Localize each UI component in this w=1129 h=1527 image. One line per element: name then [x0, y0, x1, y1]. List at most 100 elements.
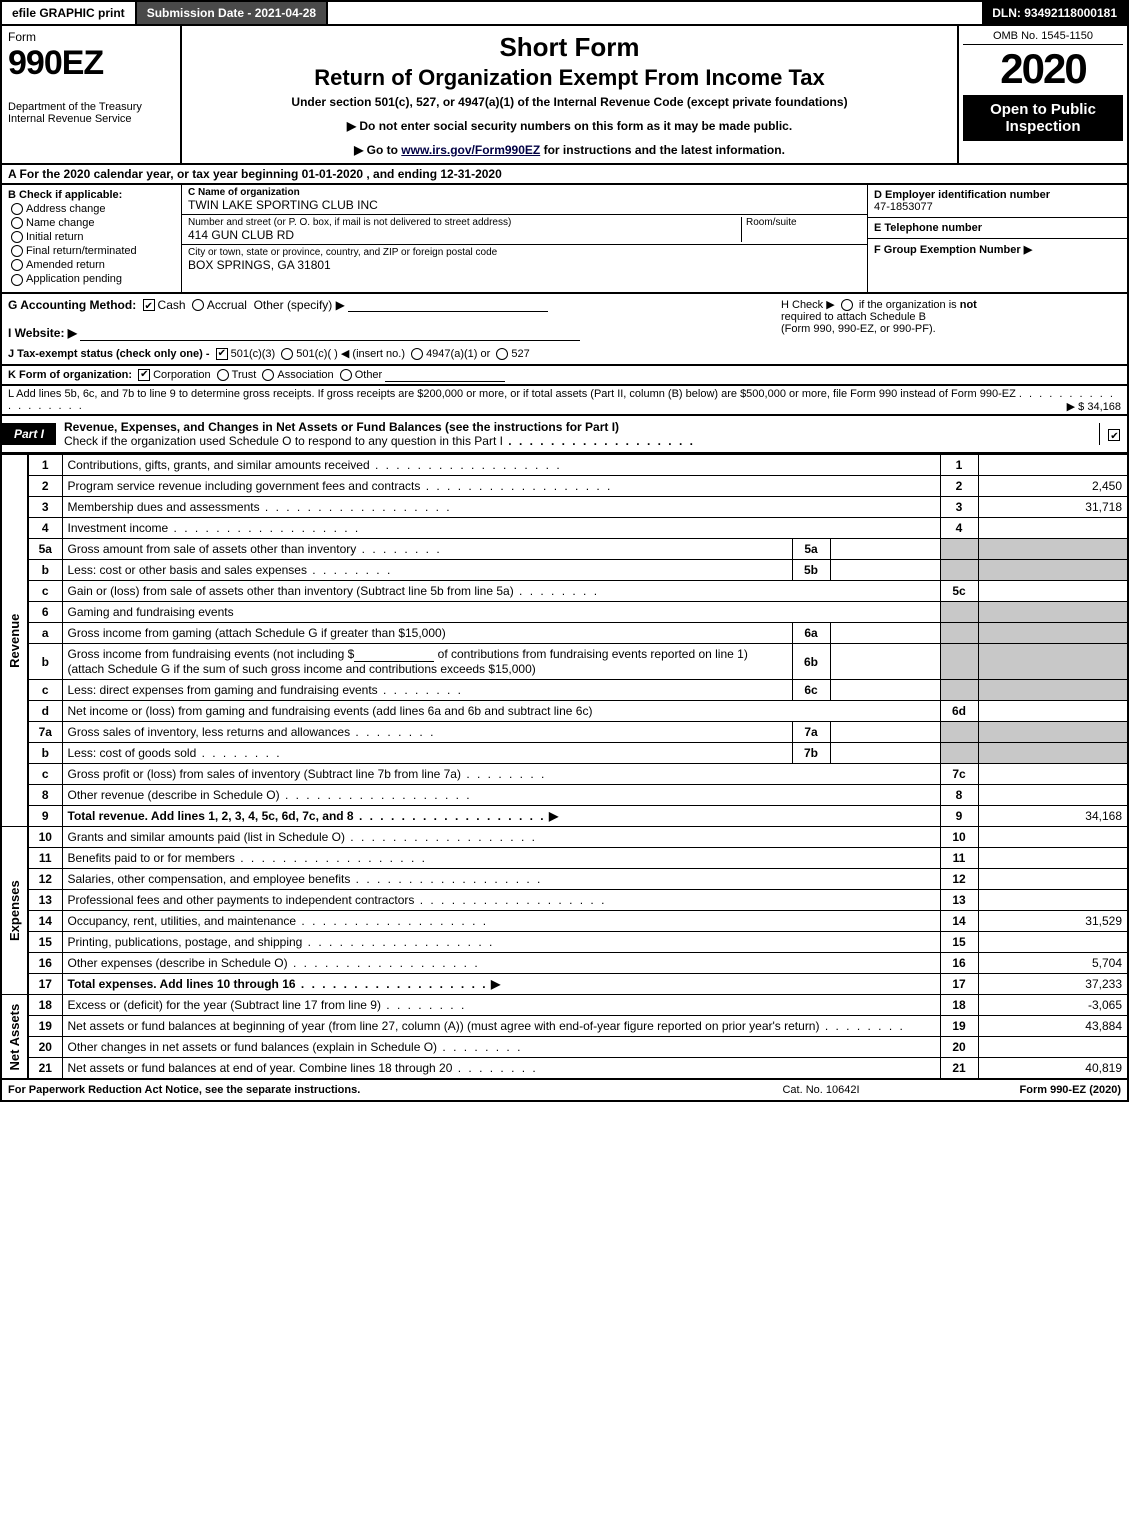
dept-line-1: Department of the Treasury: [8, 101, 174, 113]
h-block: H Check ▶ if the organization is not req…: [781, 298, 1121, 361]
line-4-desc: Investment income: [62, 518, 940, 539]
line-6-greyamt: [978, 602, 1128, 623]
part-1-title: Revenue, Expenses, and Changes in Net As…: [64, 416, 1099, 452]
part-1-tag: Part I: [2, 423, 56, 445]
footer-mid: Cat. No. 10642I: [721, 1084, 921, 1096]
line-11-ln: 11: [940, 848, 978, 869]
omb-number: OMB No. 1545-1150: [963, 30, 1123, 45]
line-15-desc: Printing, publications, postage, and shi…: [62, 932, 940, 953]
d-ein-cell: D Employer identification number 47-1853…: [868, 185, 1127, 218]
c-room-label: Room/suite: [741, 217, 861, 242]
j-501c3-check[interactable]: [216, 348, 228, 360]
line-4-amt: [978, 518, 1128, 539]
line-2-ln: 2: [940, 476, 978, 497]
g-other-input[interactable]: [348, 298, 548, 312]
k-trust-check[interactable]: [217, 369, 229, 381]
line-6b-subval: [830, 644, 940, 680]
line-6d-amt: [978, 701, 1128, 722]
form-subtitle: Under section 501(c), 527, or 4947(a)(1)…: [190, 95, 949, 109]
line-6b-grey: [940, 644, 978, 680]
line-6b-input[interactable]: [354, 648, 434, 662]
b-opt-amended-return[interactable]: Amended return: [8, 259, 175, 271]
part-1-header: Part I Revenue, Expenses, and Changes in…: [0, 416, 1129, 454]
instructions-link[interactable]: www.irs.gov/Form990EZ: [401, 143, 540, 157]
line-5c-desc: Gain or (loss) from sale of assets other…: [62, 581, 940, 602]
k-assoc-check[interactable]: [262, 369, 274, 381]
line-17-desc: Total expenses. Add lines 10 through 16 …: [62, 974, 940, 995]
part-1-schedule-o-check[interactable]: [1099, 423, 1127, 445]
line-6b-desc: Gross income from fundraising events (no…: [62, 644, 792, 680]
instructions-line: ▶ Go to www.irs.gov/Form990EZ for instru…: [190, 143, 949, 157]
line-6b-no: b: [28, 644, 62, 680]
c-addr-value: 414 GUN CLUB RD: [188, 228, 741, 242]
line-9-desc: Total revenue. Add lines 1, 2, 3, 4, 5c,…: [62, 806, 940, 827]
line-13-no: 13: [28, 890, 62, 911]
b-opt-name-change[interactable]: Name change: [8, 217, 175, 229]
line-6a-no: a: [28, 623, 62, 644]
line-5a-no: 5a: [28, 539, 62, 560]
row-a-tax-year: A For the 2020 calendar year, or tax yea…: [0, 165, 1129, 185]
i-website-input[interactable]: [80, 327, 580, 341]
line-1-no: 1: [28, 455, 62, 476]
h-check[interactable]: [841, 299, 853, 311]
line-2-no: 2: [28, 476, 62, 497]
c-city-cell: City or town, state or province, country…: [182, 245, 867, 274]
expenses-label: Expenses: [1, 827, 28, 995]
k-corp-check[interactable]: [138, 369, 150, 381]
c-city-label: City or town, state or province, country…: [188, 247, 861, 258]
line-6a-greyamt: [978, 623, 1128, 644]
dln-label: DLN: 93492118000181: [982, 2, 1127, 24]
g-cash-check[interactable]: [143, 299, 155, 311]
line-5b-greyamt: [978, 560, 1128, 581]
j-527-check[interactable]: [496, 348, 508, 360]
submission-date-button[interactable]: Submission Date - 2021-04-28: [137, 2, 328, 24]
b-opt-initial-return[interactable]: Initial return: [8, 231, 175, 243]
page-footer: For Paperwork Reduction Act Notice, see …: [0, 1080, 1129, 1102]
line-20-no: 20: [28, 1037, 62, 1058]
line-16-no: 16: [28, 953, 62, 974]
line-7c-amt: [978, 764, 1128, 785]
l-amount: 34,168: [1087, 401, 1121, 413]
c-org-name: TWIN LAKE SPORTING CLUB INC: [188, 198, 861, 212]
g-accrual-check[interactable]: [192, 299, 204, 311]
form-header: Form 990EZ Department of the Treasury In…: [0, 26, 1129, 165]
line-6a-sub: 6a: [792, 623, 830, 644]
b-opt-final-return[interactable]: Final return/terminated: [8, 245, 175, 257]
line-6a-subval: [830, 623, 940, 644]
line-16-amt: 5,704: [978, 953, 1128, 974]
efile-print-button[interactable]: efile GRAPHIC print: [2, 2, 137, 24]
k-line: K Form of organization: Corporation Trus…: [0, 366, 1129, 386]
d-ein-label: D Employer identification number: [874, 189, 1121, 201]
b-opt-application-pending[interactable]: Application pending: [8, 273, 175, 285]
c-city-value: BOX SPRINGS, GA 31801: [188, 258, 861, 272]
line-11-desc: Benefits paid to or for members: [62, 848, 940, 869]
line-5a-desc: Gross amount from sale of assets other t…: [62, 539, 792, 560]
line-7b-grey: [940, 743, 978, 764]
g-line: G Accounting Method: Cash Accrual Other …: [8, 298, 781, 313]
footer-right: Form 990-EZ (2020): [921, 1084, 1121, 1096]
line-19-no: 19: [28, 1016, 62, 1037]
form-title-block: Short Form Return of Organization Exempt…: [182, 26, 957, 163]
line-6c-greyamt: [978, 680, 1128, 701]
line-4-no: 4: [28, 518, 62, 539]
header-right-block: OMB No. 1545-1150 2020 Open to Public In…: [957, 26, 1127, 163]
line-7c-desc: Gross profit or (loss) from sales of inv…: [62, 764, 940, 785]
line-6d-ln: 6d: [940, 701, 978, 722]
c-addr-cell: Number and street (or P. O. box, if mail…: [182, 215, 867, 245]
line-21-amt: 40,819: [978, 1058, 1128, 1080]
line-3-no: 3: [28, 497, 62, 518]
line-8-ln: 8: [940, 785, 978, 806]
line-10-no: 10: [28, 827, 62, 848]
line-7c-ln: 7c: [940, 764, 978, 785]
ghij-block: G Accounting Method: Cash Accrual Other …: [0, 294, 1129, 367]
line-14-ln: 14: [940, 911, 978, 932]
k-other-check[interactable]: [340, 369, 352, 381]
j-4947-check[interactable]: [411, 348, 423, 360]
k-other-input[interactable]: [385, 368, 505, 382]
line-4-ln: 4: [940, 518, 978, 539]
b-opt-address-change[interactable]: Address change: [8, 203, 175, 215]
topbar-spacer: [328, 2, 982, 24]
line-6-grey: [940, 602, 978, 623]
j-501c-check[interactable]: [281, 348, 293, 360]
line-9-no: 9: [28, 806, 62, 827]
